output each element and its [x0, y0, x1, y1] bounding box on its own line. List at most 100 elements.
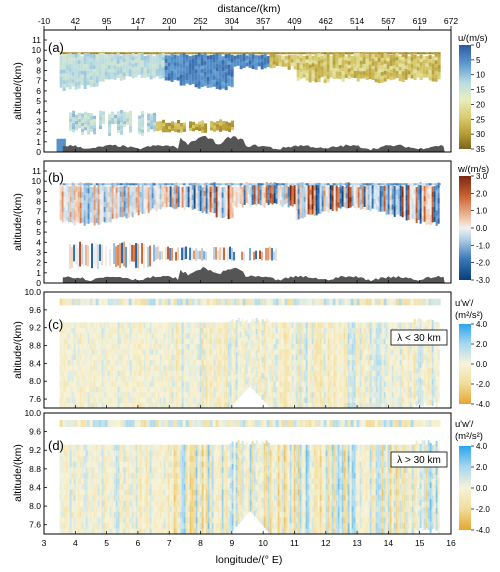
- heatmap-cell: [224, 82, 228, 87]
- heatmap-cell: [167, 250, 170, 256]
- heatmap-cell: [153, 333, 156, 339]
- heatmap-cell: [137, 194, 140, 200]
- heatmap-cell: [245, 197, 248, 203]
- heatmap-cell: [101, 338, 104, 345]
- heatmap-cell: [107, 354, 110, 361]
- heatmap-cell: [217, 211, 220, 217]
- heatmap-cell: [192, 127, 196, 132]
- heatmap-cell: [119, 191, 122, 197]
- heatmap-cell: [213, 125, 217, 129]
- heatmap-cell: [149, 245, 152, 250]
- heatmap-cell: [209, 83, 213, 88]
- heatmap-cell: [399, 210, 402, 217]
- heatmap-cell: [75, 381, 78, 387]
- heatmap-cell: [251, 189, 254, 195]
- heatmap-cell: [145, 354, 148, 361]
- heatmap-cell: [305, 189, 308, 195]
- heatmap-cell: [109, 327, 112, 334]
- heatmap-cell: [275, 359, 278, 366]
- heatmap-cell: [272, 52, 276, 55]
- heatmap-cell: [205, 375, 208, 382]
- heatmap-cell: [368, 64, 372, 69]
- heatmap-cell: [269, 370, 272, 377]
- heatmap-cell: [158, 183, 162, 186]
- heatmap-cell: [129, 354, 132, 361]
- heatmap-cell: [91, 343, 94, 350]
- heatmap-cell: [109, 397, 112, 403]
- heatmap-cell: [241, 202, 244, 208]
- heatmap-cell: [151, 343, 154, 350]
- heatmap-cell: [273, 192, 276, 199]
- heatmap-cell: [133, 365, 136, 371]
- heatmap-cell: [289, 184, 292, 191]
- heatmap-cell: [98, 77, 102, 82]
- heatmap-cell: [365, 189, 368, 195]
- heatmap-cell: [83, 391, 86, 398]
- heatmap-cell: [359, 199, 362, 205]
- heatmap-cell: [81, 125, 85, 129]
- heatmap-cell: [242, 183, 246, 186]
- heatmap-cell: [109, 370, 112, 377]
- heatmap-cell: [349, 186, 352, 193]
- y-tick-label: 3: [36, 116, 41, 126]
- heatmap-cell: [101, 370, 104, 377]
- heatmap-cell: [206, 69, 210, 74]
- heatmap-cell: [200, 298, 204, 306]
- heatmap-cell: [299, 298, 303, 306]
- heatmap-cell: [437, 68, 441, 73]
- heatmap-cell: [281, 343, 284, 350]
- heatmap-cell: [223, 391, 226, 398]
- heatmap-cell: [227, 188, 230, 194]
- heatmap-cell: [255, 360, 258, 367]
- heatmap-cell: [247, 355, 250, 361]
- heatmap-cell: [225, 349, 228, 355]
- heatmap-cell: [279, 402, 282, 409]
- heatmap-cell: [229, 385, 232, 392]
- heatmap-cell: [389, 210, 392, 216]
- heatmap-cell: [263, 353, 266, 360]
- heatmap-cell: [78, 121, 82, 126]
- heatmap-cell: [179, 365, 182, 371]
- heatmap-cell: [223, 333, 226, 339]
- heatmap-cell: [86, 67, 90, 71]
- heatmap-cell: [65, 72, 69, 77]
- heatmap-cell: [279, 338, 282, 345]
- heatmap-cell: [425, 214, 428, 220]
- heatmap-cell: [321, 195, 324, 202]
- heatmap-cell: [164, 65, 168, 70]
- heatmap-cell: [329, 188, 332, 195]
- heatmap-cell: [109, 257, 112, 262]
- heatmap-cell: [223, 375, 226, 382]
- heatmap-cell: [275, 343, 278, 350]
- heatmap-cell: [329, 183, 333, 186]
- heatmap-cell: [176, 52, 180, 55]
- heatmap-cell: [119, 397, 122, 403]
- heatmap-cell: [107, 322, 110, 328]
- heatmap-cell: [165, 391, 168, 398]
- heatmap-cell: [95, 187, 98, 193]
- heatmap-cell: [127, 191, 130, 198]
- heatmap-cell: [314, 57, 318, 61]
- heatmap-cell: [273, 354, 276, 361]
- heatmap-cell: [89, 206, 92, 213]
- heatmap-cell: [381, 196, 384, 202]
- heatmap-cell: [179, 78, 183, 82]
- y-tick-label: 8: [36, 197, 41, 207]
- heatmap-cell: [59, 65, 63, 70]
- heatmap-cell: [99, 386, 102, 393]
- heatmap-cell: [149, 205, 152, 211]
- heatmap-cell: [71, 52, 75, 55]
- heatmap-cell: [143, 260, 146, 265]
- heatmap-cell: [123, 370, 126, 377]
- heatmap-cell: [239, 342, 242, 349]
- heatmap-cell: [197, 195, 200, 201]
- heatmap-cell: [307, 198, 310, 205]
- heatmap-cell: [75, 375, 78, 382]
- heatmap-cell: [165, 128, 169, 133]
- heatmap-cell: [291, 402, 294, 409]
- heatmap-cell: [323, 68, 327, 73]
- y-tick-label: 7: [36, 207, 41, 217]
- heatmap-cell: [101, 391, 104, 398]
- heatmap-cell: [104, 64, 108, 69]
- heatmap-cell: [153, 189, 156, 195]
